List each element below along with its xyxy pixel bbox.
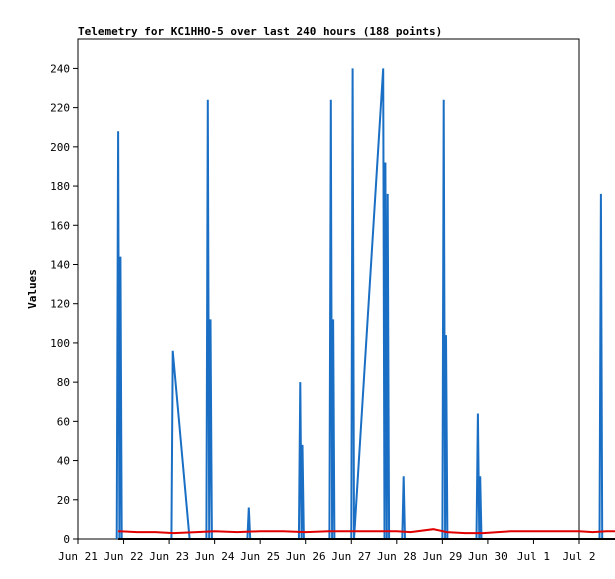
- x-tick-label: Jun 23: [149, 550, 189, 563]
- y-tick-label: 160: [50, 219, 70, 232]
- x-tick-label: Jun 30: [468, 550, 508, 563]
- x-tick-label: Jun 25: [240, 550, 280, 563]
- series-layer: [115, 68, 615, 540]
- y-tick-label: 20: [57, 494, 70, 507]
- x-tick-label: Jul 1: [517, 550, 550, 563]
- x-tick-label: Jun 27: [331, 550, 371, 563]
- y-tick-label: 140: [50, 258, 70, 271]
- x-tick-label: Jun 29: [422, 550, 462, 563]
- y-axis: 0 20 40 60 80 100 120 140 160 180 200 220 240: [50, 62, 78, 546]
- y-tick-label: 60: [57, 415, 70, 428]
- series-line-0: [115, 68, 604, 540]
- y-tick-label: 180: [50, 180, 70, 193]
- x-axis: Jun 21 Jun 22 Jun 23 Jun 24 Jun 25 Jun 26 Jun …: [58, 539, 596, 563]
- y-tick-label: 240: [50, 62, 70, 75]
- y-axis-label: Values: [26, 269, 39, 309]
- x-tick-label: Jun 21: [58, 550, 98, 563]
- plot-area-frame: [77, 38, 580, 540]
- y-tick-label: 120: [50, 298, 70, 311]
- x-tick-label: Jun 28: [377, 550, 417, 563]
- y-tick-label: 40: [57, 455, 70, 468]
- x-tick-label: Jun 26: [286, 550, 326, 563]
- x-tick-label: Jun 22: [104, 550, 144, 563]
- y-tick-label: 100: [50, 337, 70, 350]
- series-line-1: [118, 528, 615, 535]
- y-tick-label: 200: [50, 141, 70, 154]
- y-tick-label: 0: [63, 533, 70, 546]
- y-tick-label: 220: [50, 102, 70, 115]
- chart-title: Telemetry for KC1HHO-5 over last 240 hou…: [78, 25, 442, 38]
- y-tick-label: 80: [57, 376, 70, 389]
- x-tick-label: Jun 24: [195, 550, 235, 563]
- x-tick-label: Jul 2: [562, 550, 595, 563]
